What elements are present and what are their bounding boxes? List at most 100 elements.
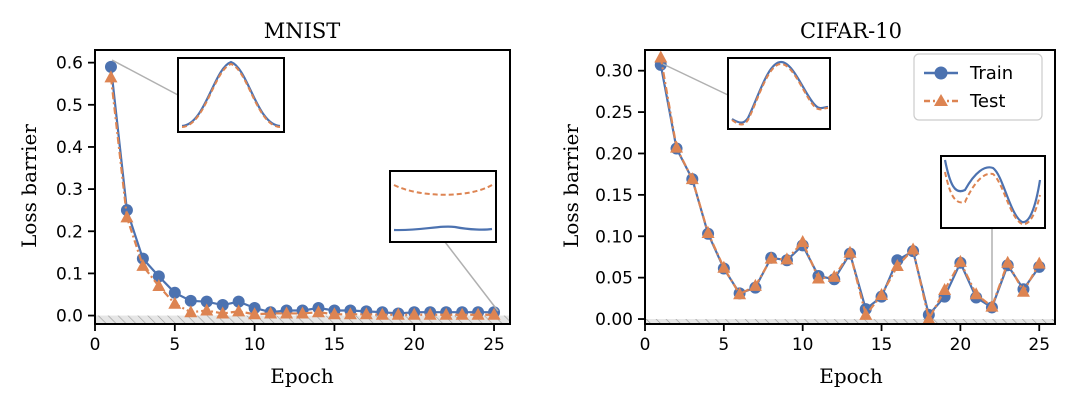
data-point-train xyxy=(104,60,117,73)
data-point-test xyxy=(280,306,294,319)
x-axis-label: Epoch xyxy=(270,364,334,388)
x-tick-label: 10 xyxy=(244,335,266,355)
legend-item-train: Train xyxy=(924,63,1013,84)
data-point-test xyxy=(104,70,118,83)
data-point-test xyxy=(487,307,501,320)
x-tick-label: 5 xyxy=(169,335,180,355)
data-point-test xyxy=(717,260,731,273)
y-tick-label: 0.0 xyxy=(56,307,83,327)
data-point-test xyxy=(859,307,873,320)
data-point-test xyxy=(407,307,421,320)
data-point-test xyxy=(327,307,341,320)
data-point-test xyxy=(248,307,262,320)
data-point-test xyxy=(670,140,684,153)
data-point-test xyxy=(439,307,453,320)
data-point-train xyxy=(120,204,133,217)
data-point-test xyxy=(796,235,810,248)
x-tick-label: 10 xyxy=(792,335,814,355)
data-point-test xyxy=(685,172,699,185)
data-point-test xyxy=(136,258,150,271)
legend-item-test: Test xyxy=(924,91,1005,112)
data-point-test xyxy=(1016,284,1030,297)
data-point-test xyxy=(748,278,762,291)
data-point-test xyxy=(391,307,405,320)
data-point-test xyxy=(152,279,166,292)
y-tick-label: 0.4 xyxy=(56,138,83,158)
y-axis-label: Loss barrier xyxy=(559,124,583,248)
legend-label: Test xyxy=(969,91,1005,112)
y-tick-label: 0.6 xyxy=(56,54,83,74)
data-point-train xyxy=(216,299,229,312)
x-axis-label: Epoch xyxy=(819,364,883,388)
data-point-test xyxy=(780,252,794,265)
data-point-test xyxy=(232,304,246,317)
cifar10-panel: CIFAR-10 Epoch Loss barrier 0 5 10 15 20 25 0.… xyxy=(559,19,1056,388)
data-point-test xyxy=(200,303,214,316)
data-point-test xyxy=(296,306,309,319)
x-tick-label: 15 xyxy=(871,335,893,355)
chart-title: MNIST xyxy=(264,19,341,43)
data-point-test xyxy=(1001,255,1015,268)
mnist-panel: MNIST Epoch Loss barrier 0 5 10 15 20 25 0.0 0.… xyxy=(17,19,511,388)
y-tick-label: 0.3 xyxy=(56,180,83,200)
plot-area: 0 5 10 15 20 25 0.0 0.1 0.2 0.3 0.4 0.5 0.6 xyxy=(56,49,511,355)
data-point-test xyxy=(953,254,967,267)
x-tick-label: 25 xyxy=(483,335,505,355)
data-point-test xyxy=(471,307,485,320)
legend-label: Train xyxy=(969,63,1013,84)
x-tick-label: 5 xyxy=(718,335,729,355)
y-tick-label: 0.5 xyxy=(56,96,83,116)
data-point-test xyxy=(423,307,437,320)
legend: Train Test xyxy=(913,53,1043,121)
data-point-test xyxy=(890,259,904,272)
inset-epoch-25 xyxy=(389,170,499,312)
data-point-test xyxy=(264,306,278,319)
data-point-train xyxy=(232,295,245,308)
x-tick-label: 15 xyxy=(324,335,346,355)
inset-epoch-1 xyxy=(111,57,285,133)
data-point-test xyxy=(311,305,325,318)
data-point-test xyxy=(811,271,825,284)
x-tick-label: 25 xyxy=(1028,335,1050,355)
data-point-test xyxy=(455,307,469,320)
y-tick-label: 0.15 xyxy=(595,186,633,206)
y-axis-label: Loss barrier xyxy=(17,124,41,248)
y-tick-label: 0.05 xyxy=(595,269,633,289)
y-tick-label: 0.25 xyxy=(595,103,633,123)
y-tick-label: 0.20 xyxy=(595,144,633,164)
data-point-test xyxy=(764,251,778,264)
x-tick-label: 0 xyxy=(90,335,101,355)
data-point-test xyxy=(184,305,198,318)
data-point-test xyxy=(827,269,841,282)
data-point-test xyxy=(733,287,747,300)
axes-frame xyxy=(644,49,1056,325)
inset-epoch-1 xyxy=(662,57,831,130)
data-point-test xyxy=(1032,256,1046,269)
x-tick-label: 20 xyxy=(403,335,425,355)
data-point-test xyxy=(843,245,857,258)
data-point-train xyxy=(184,294,197,307)
hatched-region xyxy=(95,315,510,324)
data-point-test xyxy=(168,296,182,309)
data-point-test xyxy=(906,242,920,255)
data-point-test xyxy=(985,299,999,312)
axes-frame xyxy=(94,49,511,325)
data-point-test xyxy=(938,283,952,296)
data-point-test xyxy=(375,307,389,320)
data-point-test xyxy=(701,225,715,238)
y-tick-label: 0.00 xyxy=(595,310,633,330)
x-tick-label: 20 xyxy=(950,335,972,355)
chart-title: CIFAR-10 xyxy=(800,19,902,43)
x-tick-label: 0 xyxy=(640,335,651,355)
data-point-test xyxy=(875,288,889,301)
data-point-test xyxy=(343,307,357,320)
inset-epoch-22 xyxy=(940,155,1046,301)
data-point-test xyxy=(120,210,134,223)
data-point-test xyxy=(359,307,373,320)
y-tick-label: 0.30 xyxy=(595,62,633,82)
y-tick-label: 0.10 xyxy=(595,227,633,247)
data-point-test xyxy=(216,306,230,319)
hatched-region xyxy=(645,319,1055,324)
data-point-train xyxy=(152,270,165,283)
